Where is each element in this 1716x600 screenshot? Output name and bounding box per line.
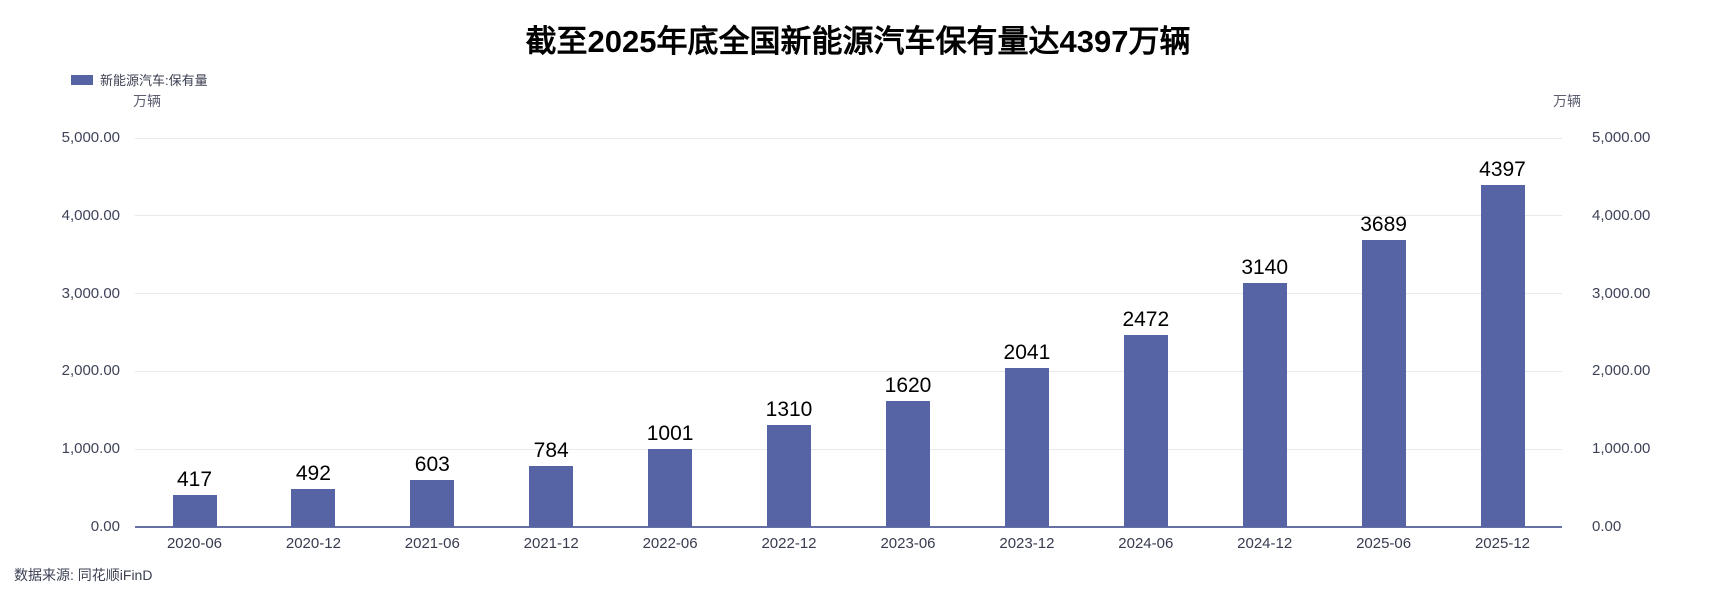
source-note: 数据来源: 同花顺iFinD — [14, 567, 153, 583]
y-axis-unit-right: 万辆 — [1553, 93, 1581, 109]
bar-2020-06 — [172, 494, 217, 527]
bar-2025-12 — [1480, 184, 1525, 527]
bar-value-label-2025-06: 3689 — [1360, 213, 1407, 236]
y-tick-label-right: 0.00 — [1592, 518, 1622, 535]
gridline — [135, 293, 1562, 295]
gridline — [135, 370, 1562, 372]
bar-value-label-2020-12: 492 — [295, 461, 331, 485]
bar-value-label-2022-06: 1001 — [646, 422, 694, 446]
chart-title: 截至2025年底全国新能源汽车保有量达4397万辆 — [525, 24, 1191, 59]
x-tick-label-2024-06: 2024-06 — [1118, 535, 1174, 552]
gridline — [135, 215, 1562, 217]
x-tick-label-2023-06: 2023-06 — [880, 535, 936, 552]
x-tick-label-2021-12: 2021-12 — [523, 535, 579, 552]
y-tick-label-left: 4,000.00 — [61, 206, 120, 224]
x-tick-label-2025-06: 2025-06 — [1356, 535, 1412, 552]
gridline — [135, 448, 1562, 450]
bar-value-label-2023-12: 2041 — [1003, 341, 1051, 365]
x-tick-label-2021-06: 2021-06 — [404, 535, 460, 552]
legend: 新能源汽车:保有量 — [71, 70, 208, 89]
y-tick-label-right: 5,000.00 — [1592, 129, 1651, 146]
x-tick-label-2022-06: 2022-06 — [642, 535, 698, 552]
x-tick-label-2020-06: 2020-06 — [166, 535, 223, 552]
x-tick-label-2024-12: 2024-12 — [1237, 535, 1293, 552]
y-tick-label-right: 1,000.00 — [1592, 440, 1651, 458]
bar-value-label-2020-06: 417 — [176, 467, 213, 491]
bar-2024-06 — [1123, 334, 1168, 527]
x-tick-label-2023-12: 2023-12 — [999, 535, 1055, 552]
bar-2024-12 — [1242, 282, 1287, 527]
bar-value-label-2022-12: 1310 — [765, 398, 813, 422]
bar-2020-12 — [291, 488, 336, 527]
bar-2025-06 — [1361, 240, 1406, 527]
bar-value-label-2025-12: 4397 — [1479, 157, 1526, 181]
y-axis-unit-left: 万辆 — [133, 93, 161, 109]
bar-2021-06 — [410, 480, 455, 527]
x-tick-label-2025-12: 2025-12 — [1474, 535, 1531, 552]
gridline — [135, 137, 1562, 139]
y-tick-label-right: 4,000.00 — [1592, 206, 1651, 224]
legend-label: 新能源汽车:保有量 — [100, 73, 208, 88]
bar-value-label-2024-06: 2472 — [1122, 307, 1170, 331]
y-tick-label-left: 1,000.00 — [61, 440, 120, 458]
x-axis-line — [135, 526, 1562, 528]
bar-value-label-2024-12: 3140 — [1241, 255, 1289, 279]
y-tick-label-left: 2,000.00 — [61, 362, 120, 380]
x-tick-label-2020-12: 2020-12 — [285, 535, 341, 552]
y-tick-label-right: 2,000.00 — [1592, 362, 1651, 380]
bar-2022-06 — [648, 449, 693, 527]
y-tick-label-left: 3,000.00 — [61, 284, 120, 302]
bar-2021-12 — [529, 466, 574, 527]
bar-2023-12 — [1004, 368, 1049, 527]
y-tick-label-left: 0.00 — [90, 518, 120, 535]
x-tick-label-2022-12: 2022-12 — [761, 535, 817, 552]
bar-value-label-2021-06: 603 — [414, 453, 450, 477]
bar-2022-12 — [767, 425, 811, 527]
bar-value-label-2021-12: 784 — [533, 439, 569, 462]
bar-value-label-2023-06: 1620 — [884, 374, 932, 397]
bar-2023-06 — [886, 401, 930, 527]
y-tick-label-right: 3,000.00 — [1592, 284, 1651, 302]
legend-swatch-icon — [71, 74, 93, 85]
y-tick-label-left: 5,000.00 — [61, 129, 120, 146]
